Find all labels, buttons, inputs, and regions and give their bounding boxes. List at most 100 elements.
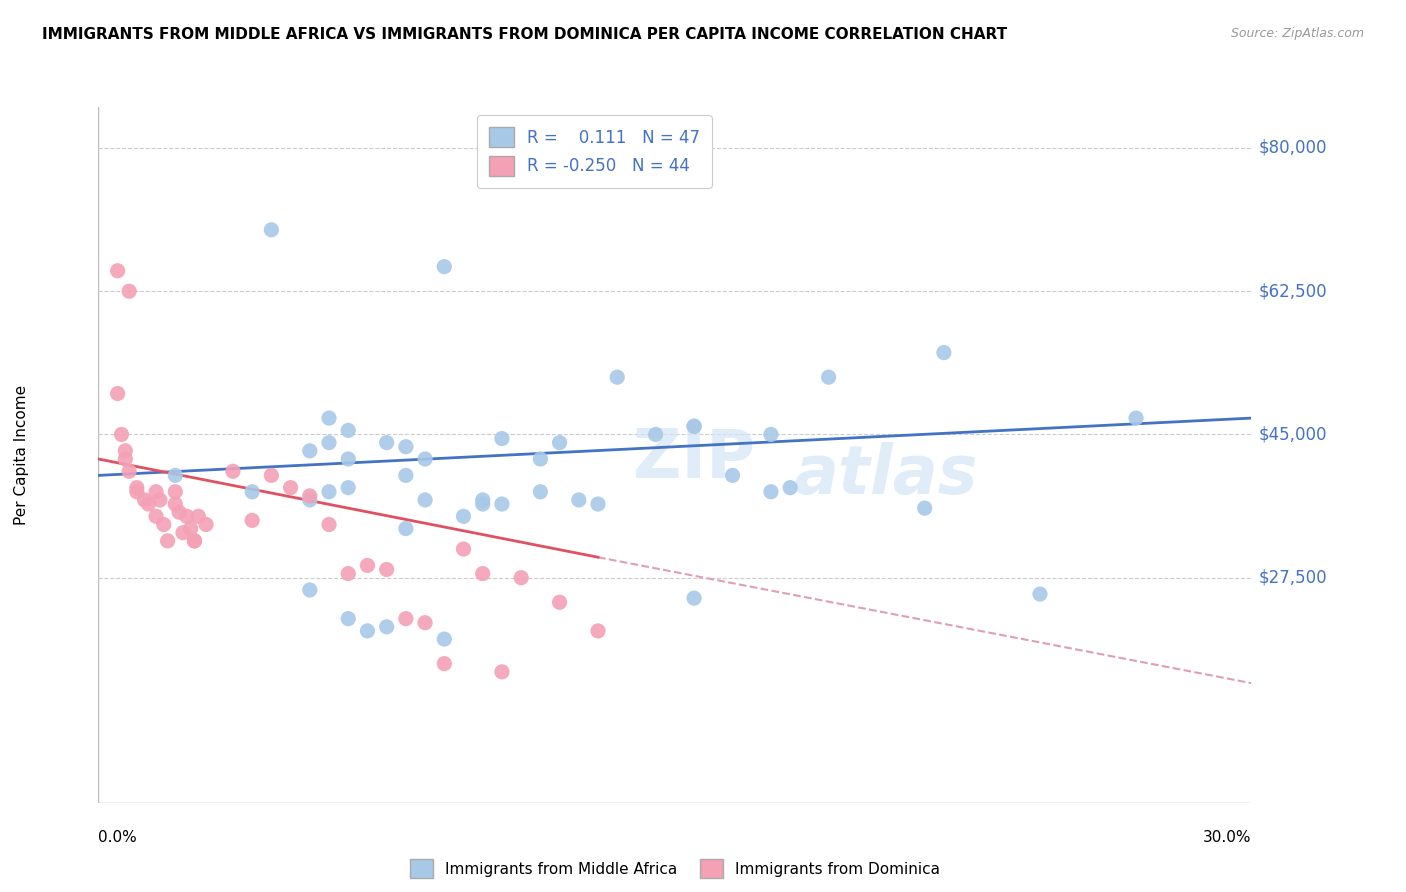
Point	[337, 612, 360, 626]
Point	[586, 497, 609, 511]
Point	[156, 533, 179, 548]
Point	[375, 435, 398, 450]
Point	[395, 440, 418, 454]
Point	[433, 632, 456, 646]
Text: $62,500: $62,500	[1258, 282, 1327, 301]
Text: IMMIGRANTS FROM MIDDLE AFRICA VS IMMIGRANTS FROM DOMINICA PER CAPITA INCOME CORR: IMMIGRANTS FROM MIDDLE AFRICA VS IMMIGRA…	[42, 27, 1007, 42]
Point	[222, 464, 245, 478]
Point	[932, 345, 955, 359]
Point	[375, 562, 398, 576]
Point	[260, 223, 283, 237]
Point	[395, 468, 418, 483]
Point	[548, 595, 571, 609]
Point	[337, 566, 360, 581]
Text: atlas: atlas	[794, 442, 979, 508]
Point	[240, 513, 263, 527]
Point	[1125, 411, 1147, 425]
Point	[125, 484, 148, 499]
Point	[453, 542, 475, 557]
Point	[187, 509, 209, 524]
Point	[110, 427, 132, 442]
Point	[183, 533, 205, 548]
Point	[568, 492, 591, 507]
Point	[356, 558, 378, 573]
Text: $80,000: $80,000	[1258, 139, 1327, 157]
Point	[318, 484, 340, 499]
Point	[114, 443, 136, 458]
Point	[195, 517, 218, 532]
Point	[721, 468, 744, 483]
Point	[914, 501, 936, 516]
Point	[395, 522, 418, 536]
Point	[683, 419, 706, 434]
Point	[165, 484, 187, 499]
Point	[529, 452, 551, 467]
Text: $27,500: $27,500	[1258, 569, 1327, 587]
Point	[298, 489, 321, 503]
Point	[337, 481, 360, 495]
Point	[260, 468, 283, 483]
Point	[413, 615, 436, 630]
Point	[337, 452, 360, 467]
Point	[817, 370, 839, 384]
Point	[145, 484, 167, 499]
Point	[471, 497, 494, 511]
Point	[510, 571, 533, 585]
Point	[759, 484, 782, 499]
Legend: Immigrants from Middle Africa, Immigrants from Dominica: Immigrants from Middle Africa, Immigrant…	[402, 852, 948, 886]
Point	[413, 452, 436, 467]
Point	[298, 492, 321, 507]
Point	[318, 517, 340, 532]
Point	[395, 612, 418, 626]
Text: 30.0%: 30.0%	[1204, 830, 1251, 845]
Point	[1029, 587, 1052, 601]
Text: 0.0%: 0.0%	[98, 830, 138, 845]
Point	[298, 582, 321, 597]
Point	[491, 665, 513, 679]
Point	[145, 509, 167, 524]
Point	[683, 419, 706, 434]
Point	[413, 492, 436, 507]
Point	[118, 284, 141, 298]
Point	[107, 264, 129, 278]
Point	[375, 620, 398, 634]
Text: $45,000: $45,000	[1258, 425, 1327, 443]
Point	[453, 509, 475, 524]
Point	[548, 435, 571, 450]
Point	[471, 566, 494, 581]
Point	[779, 481, 801, 495]
Text: Per Capita Income: Per Capita Income	[14, 384, 28, 525]
Point	[606, 370, 628, 384]
Point	[125, 481, 148, 495]
Point	[337, 423, 360, 437]
Point	[356, 624, 378, 638]
Point	[280, 481, 302, 495]
Point	[172, 525, 194, 540]
Point	[118, 464, 141, 478]
Point	[167, 505, 190, 519]
Point	[240, 484, 263, 499]
Point	[176, 509, 198, 524]
Point	[134, 492, 156, 507]
Point	[152, 517, 174, 532]
Point	[529, 484, 551, 499]
Point	[183, 533, 205, 548]
Point	[165, 497, 187, 511]
Point	[180, 522, 202, 536]
Point	[644, 427, 666, 442]
Point	[586, 624, 609, 638]
Text: Source: ZipAtlas.com: Source: ZipAtlas.com	[1230, 27, 1364, 40]
Point	[114, 452, 136, 467]
Point	[491, 432, 513, 446]
Point	[433, 657, 456, 671]
Point	[298, 443, 321, 458]
Text: ZIP: ZIP	[633, 426, 755, 492]
Point	[138, 497, 160, 511]
Point	[491, 497, 513, 511]
Point	[759, 427, 782, 442]
Point	[433, 260, 456, 274]
Point	[318, 435, 340, 450]
Point	[165, 468, 187, 483]
Point	[318, 411, 340, 425]
Point	[471, 492, 494, 507]
